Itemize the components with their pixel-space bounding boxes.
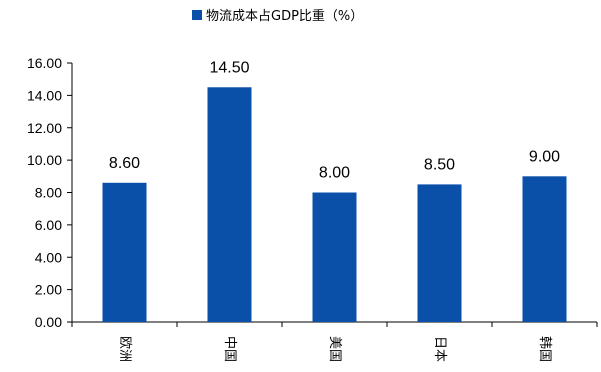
data-label: 9.00 (529, 148, 560, 165)
bar (102, 182, 147, 322)
data-label: 8.00 (319, 165, 350, 182)
y-tick-label: 2.00 (35, 282, 62, 298)
x-axis (71, 321, 598, 327)
category-labels: 欧洲 中国 美国 日本 韩国 (117, 336, 552, 362)
data-label: 8.60 (109, 155, 140, 172)
y-tick-label: 12.00 (27, 120, 62, 136)
y-tick-label: 10.00 (27, 152, 62, 168)
bars (102, 87, 567, 322)
y-axis: 0.00 2.00 4.00 6.00 8.00 10.00 12.00 14.00 16.00 (27, 55, 73, 330)
data-label: 8.50 (424, 156, 455, 173)
category-label: 韩国 (537, 336, 552, 362)
category-label: 中国 (222, 336, 237, 362)
data-label: 14.50 (209, 59, 249, 76)
category-label: 日本 (432, 336, 447, 362)
y-tick-label: 4.00 (35, 249, 62, 265)
bar (522, 176, 567, 322)
legend: 物流成本占GDP比重（%） (192, 8, 363, 24)
y-tick-label: 14.00 (27, 87, 62, 103)
legend-label: 物流成本占GDP比重（%） (206, 8, 363, 24)
y-tick-label: 6.00 (35, 217, 62, 233)
legend-swatch (192, 10, 202, 20)
bar (417, 184, 462, 322)
y-tick-label: 8.00 (35, 185, 62, 201)
y-tick-label: 16.00 (27, 55, 62, 71)
bar (312, 192, 357, 322)
y-tick-label: 0.00 (35, 314, 62, 330)
category-label: 美国 (327, 336, 342, 362)
bar (207, 87, 252, 322)
category-label: 欧洲 (117, 336, 132, 362)
data-labels: 8.60 14.50 8.00 8.50 9.00 (109, 59, 560, 181)
